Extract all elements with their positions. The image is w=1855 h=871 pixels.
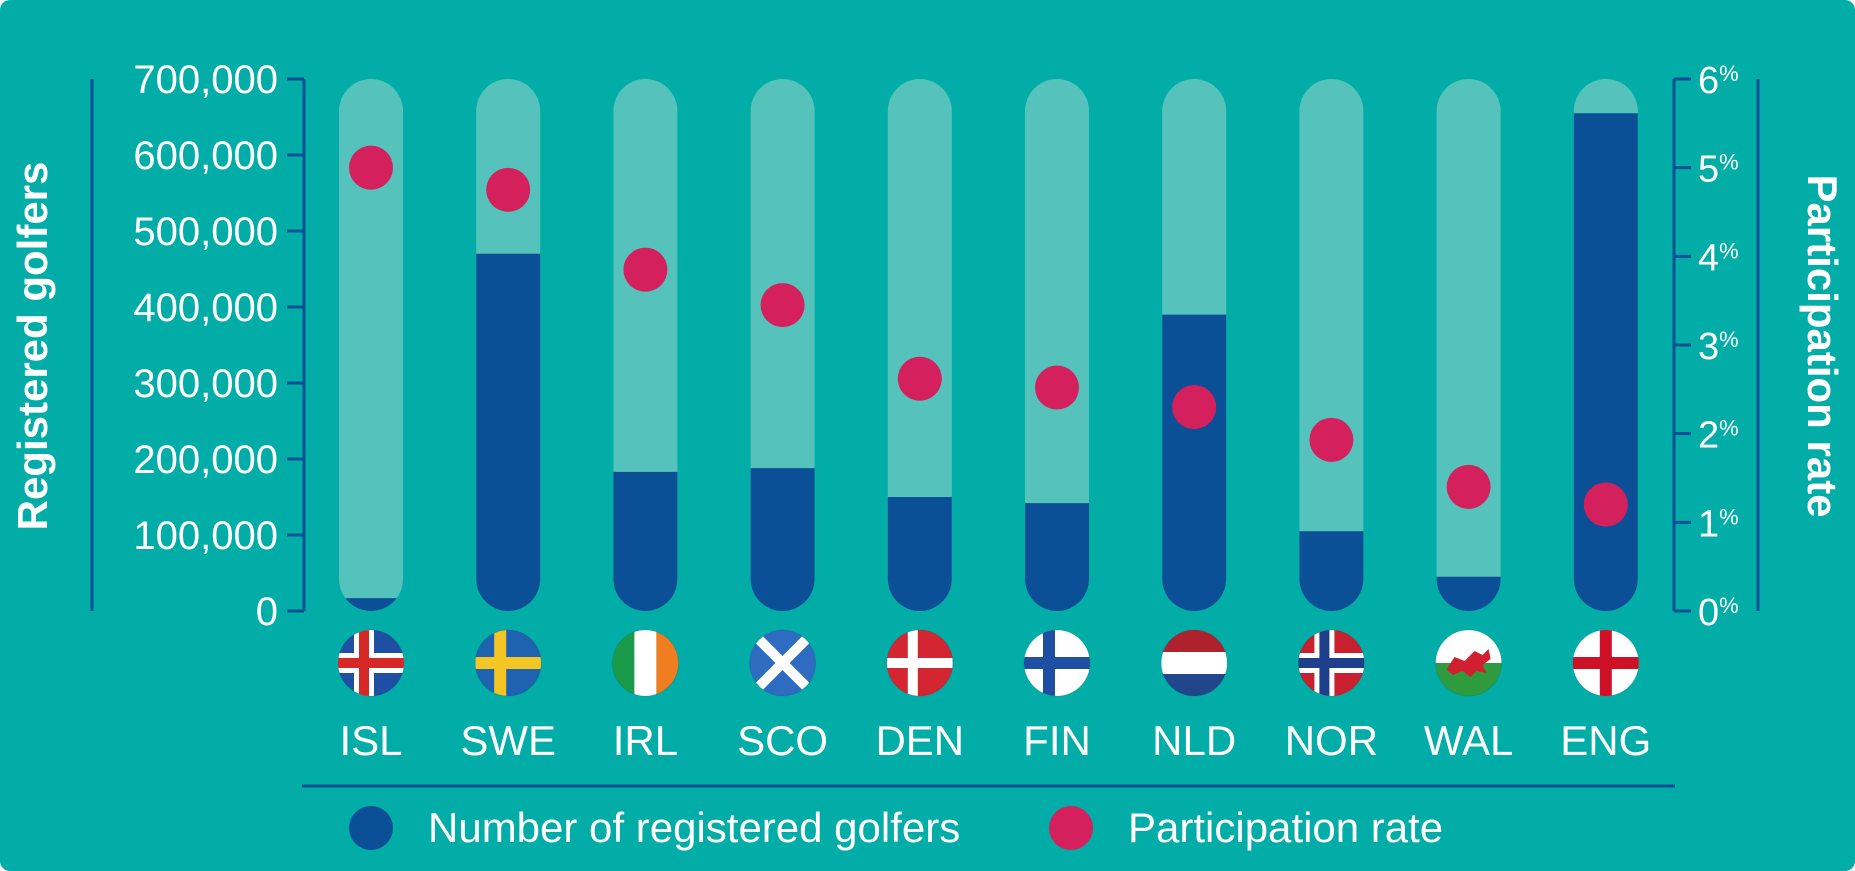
bars-group [345, 113, 1638, 612]
category-label-eng: ENG [1560, 717, 1651, 764]
participation-dot-isl [349, 145, 393, 190]
bar-swe [476, 253, 541, 612]
bar-track-wal [1436, 79, 1501, 611]
norway-flag [1297, 629, 1365, 697]
participation-dot-swe [486, 167, 531, 212]
category-label-fin: FIN [1023, 717, 1091, 764]
denmark-flag [886, 629, 954, 697]
england-flag [1572, 629, 1640, 697]
category-label-wal: WAL [1424, 717, 1513, 764]
legend-swatch-registered-golfers [349, 806, 393, 850]
category-label-nld: NLD [1152, 717, 1236, 764]
participation-dot-sco [760, 283, 805, 328]
y-tick-label: 100,000 [133, 514, 278, 558]
netherlands-flag [1160, 629, 1228, 697]
y2-axis-title: Participation rate [1799, 174, 1846, 517]
scotland-flag [749, 629, 817, 697]
category-labels-group: ISL SWE IRL SCO DEN FIN NLD NOR WAL ENG [339, 717, 1651, 764]
participation-dot-nor [1309, 417, 1354, 462]
participation-dot-irl [623, 247, 668, 292]
bar-sco [750, 468, 815, 611]
legend-swatch-participation-rate [1049, 806, 1093, 850]
ireland-flag [611, 629, 679, 697]
bar-track-fin [1025, 79, 1089, 611]
bar-isl [345, 598, 397, 612]
category-label-swe: SWE [460, 717, 556, 764]
legend-label-registered-golfers: Number of registered golfers [428, 804, 960, 851]
bar-track-den [887, 79, 952, 611]
y-tick-label: 300,000 [133, 362, 278, 406]
y-tick-label: 600,000 [133, 134, 278, 178]
y-tick-label: 400,000 [133, 286, 278, 330]
legend-label-participation-rate: Participation rate [1128, 804, 1443, 851]
y2-tick-label: 6% [1698, 60, 1739, 102]
wales-flag [1435, 629, 1503, 697]
category-label-irl: IRL [613, 717, 678, 764]
participation-dot-nld [1172, 385, 1217, 430]
bar-eng [1573, 113, 1638, 611]
bar-den [887, 497, 952, 611]
bar-nld [1162, 314, 1227, 611]
y-axis-title: Registered golfers [9, 162, 56, 531]
bar-nor [1299, 531, 1364, 611]
category-label-sco: SCO [737, 717, 828, 764]
bar-wal [1436, 576, 1501, 611]
sweden-flag [474, 629, 542, 697]
axes-group: 0 100,000 200,000 300,000 400,000 500,000 600,… [90, 58, 1760, 634]
category-label-nor: NOR [1285, 717, 1378, 764]
y-tick-label: 700,000 [133, 58, 278, 102]
bar-fin [1025, 503, 1089, 611]
participation-dot-fin [1035, 365, 1079, 410]
bar-track-nor [1299, 79, 1364, 611]
y-tick-label: 0 [256, 590, 278, 634]
participation-dot-wal [1446, 464, 1491, 509]
bar-irl [613, 471, 678, 611]
iceland-flag [337, 629, 405, 697]
participation-dot-eng [1583, 482, 1628, 527]
y-tick-label: 500,000 [133, 210, 278, 254]
finland-flag [1023, 629, 1091, 697]
participation-dots-group [349, 145, 1628, 527]
category-label-isl: ISL [339, 717, 402, 764]
flags-group [337, 629, 1640, 697]
category-label-den: DEN [875, 717, 964, 764]
participation-dot-den [897, 356, 942, 401]
bar-track-isl [339, 79, 403, 611]
y-tick-label: 200,000 [133, 438, 278, 482]
